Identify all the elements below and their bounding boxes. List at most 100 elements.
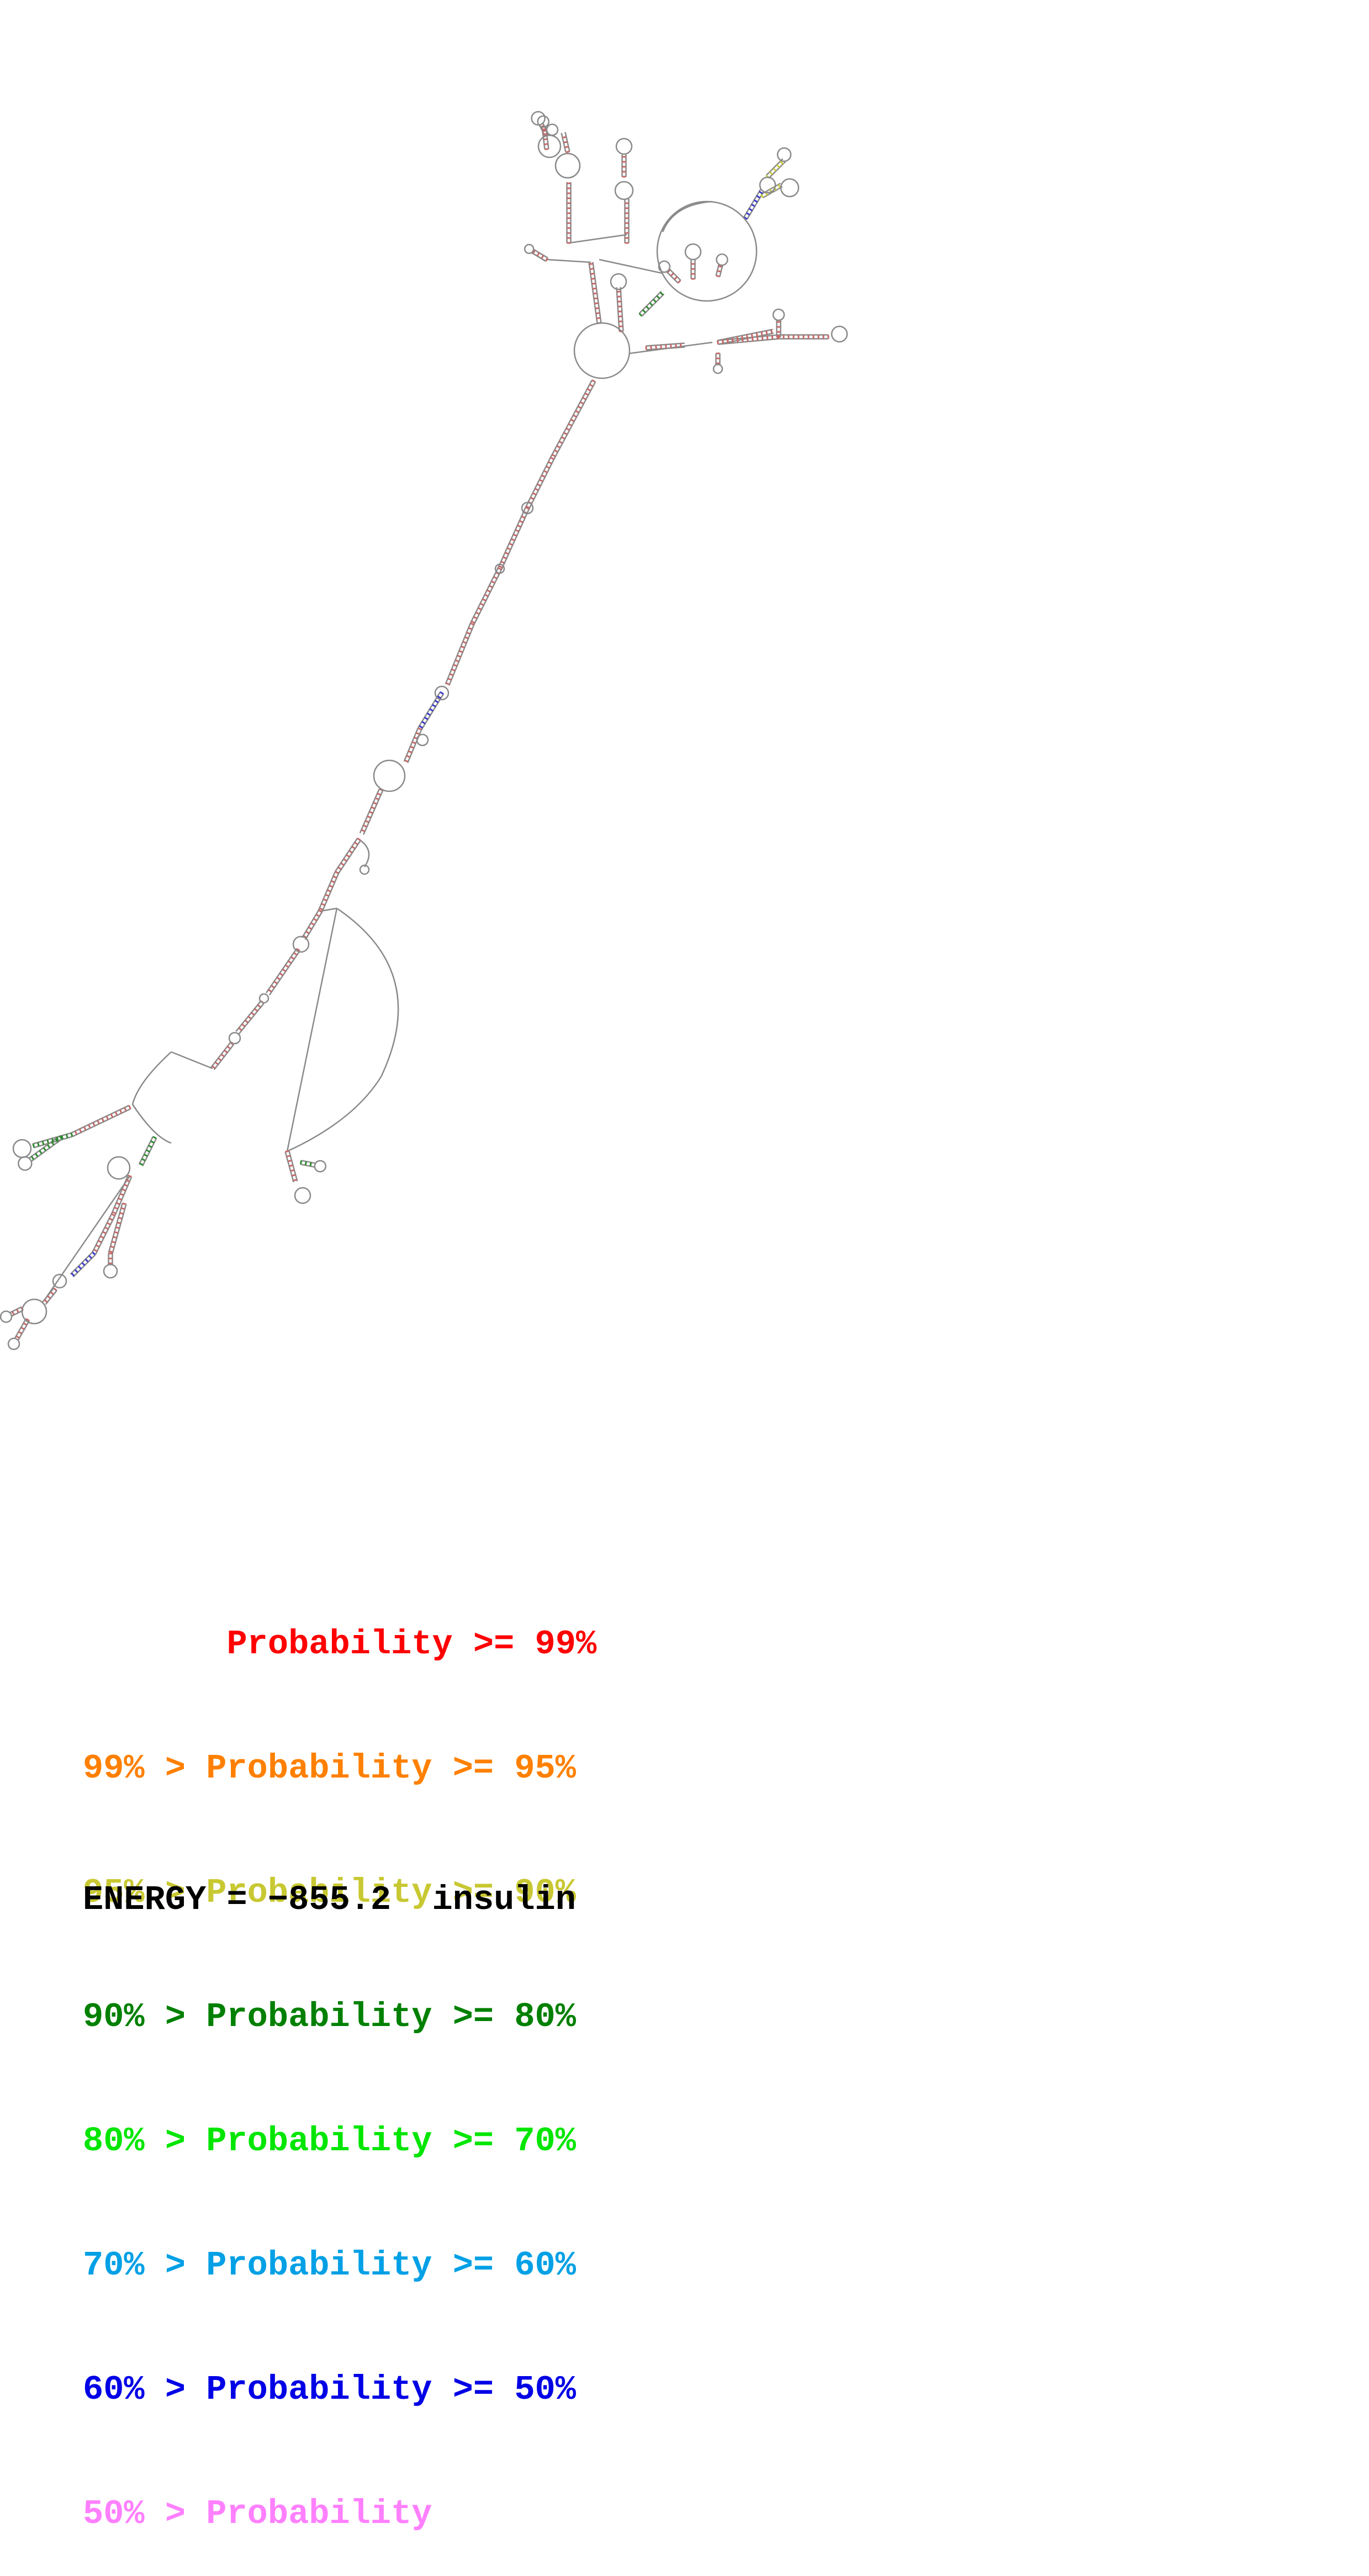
internal-loop (107, 1156, 131, 1180)
internal-loop (52, 1273, 67, 1289)
base-pair-rungs (299, 1160, 312, 1167)
base-pair-rungs (238, 1000, 265, 1032)
helix-strand (210, 1042, 231, 1068)
hairpin-loop (314, 1160, 327, 1173)
hairpin-loop (615, 137, 633, 155)
base-pair-rungs (743, 191, 763, 220)
multi-loop (537, 134, 562, 158)
legend-text: Probability (206, 2494, 432, 2533)
rna-structure-diagram (0, 111, 848, 1350)
base-pair-rungs (30, 1135, 63, 1160)
energy-label: ENERGY = (83, 1880, 268, 1919)
helix-strand (717, 329, 773, 341)
base-pair-rungs (15, 1318, 30, 1339)
helix-strand (33, 1136, 73, 1149)
hairpin-loop (658, 260, 671, 273)
backbone-segment (320, 907, 337, 912)
backbone-arc (287, 907, 399, 1152)
backbone-segment (546, 258, 591, 263)
helix-strand (32, 1132, 72, 1145)
helix-strand (403, 728, 419, 762)
legend-text: Probability >= 50% (206, 2370, 576, 2409)
internal-loop (546, 123, 559, 136)
base-pair-rungs (212, 1041, 234, 1069)
backbone-arc (358, 838, 370, 868)
multi-loop (656, 200, 758, 302)
legend-prefix: 60% > (83, 2370, 207, 2409)
helix-strand (114, 1176, 133, 1216)
base-pair-rungs (525, 457, 554, 509)
helix-strand (235, 1000, 262, 1032)
helix-strand (448, 624, 475, 686)
base-pair-rungs (285, 1150, 297, 1182)
multi-loop (21, 1298, 47, 1325)
helix-strand (266, 948, 298, 993)
hairpin-loop (359, 864, 370, 875)
helix-strand (238, 1003, 265, 1035)
hairpin-loop (294, 1187, 311, 1204)
base-pair-rungs (716, 352, 720, 364)
legend-row-99: Probability >= 99% (83, 1623, 596, 1665)
hairpin-loop (712, 363, 723, 374)
multi-loop (573, 322, 631, 379)
base-pair-rungs (74, 1105, 131, 1135)
base-pair-rungs (471, 567, 502, 624)
hairpin-loops (0, 111, 848, 1350)
helix-strand (592, 262, 602, 323)
hairpin-loop (776, 147, 792, 162)
base-pair-rungs (691, 263, 695, 280)
helix-strand (17, 1320, 30, 1341)
base-pair-rungs (776, 321, 781, 338)
helix-strand (301, 1160, 315, 1164)
helix-strand (497, 507, 526, 569)
base-pair-rungs (109, 1202, 126, 1253)
helix-strand (620, 287, 624, 331)
hairpin-loop (831, 325, 848, 343)
helix-strand (528, 459, 555, 510)
backbone-segment (599, 258, 663, 274)
legend-prefix: 95% > (83, 1873, 207, 1912)
backbone-segment (568, 234, 627, 244)
legend-row-80: 90% > Probability >= 80% (83, 1996, 596, 2038)
helix-strand (549, 379, 593, 458)
helix-strand (473, 569, 503, 626)
base-pair-rungs (667, 269, 681, 284)
helix-strand (588, 262, 598, 324)
internal-loop (759, 176, 776, 194)
hairpin-loop (780, 178, 800, 198)
base-pair-rungs (268, 948, 300, 993)
legend-prefix: 90% > (83, 1997, 207, 2037)
base-pair-rungs (551, 379, 596, 457)
helix-strand (501, 508, 530, 570)
legend-text: Probability >= 95% (206, 1749, 576, 1788)
helix-strand (268, 950, 300, 996)
hairpin-loop (772, 308, 785, 321)
helix-strand (95, 1215, 116, 1255)
base-pair-rungs (361, 788, 383, 832)
hairpin-loop (524, 244, 535, 255)
helix-strand (138, 1136, 154, 1165)
base-pair-rungs (139, 1136, 157, 1166)
legend-text: Probability >= 70% (206, 2122, 576, 2161)
helix-strand (666, 271, 679, 284)
helix-strand (91, 1213, 112, 1253)
base-pair-rungs (638, 292, 664, 317)
base-pair-rungs (625, 202, 629, 244)
internal-loop (292, 935, 310, 953)
base-pair-rungs (567, 182, 571, 244)
legend-text: Probability >= 80% (206, 1997, 576, 2037)
legend-row-70: 80% > Probability >= 70% (83, 2120, 596, 2162)
helix-strand (14, 1318, 27, 1339)
helix-strand (29, 1135, 60, 1159)
helix-strand (72, 1108, 131, 1138)
helix-strand (108, 1203, 123, 1253)
helix-strand (112, 1204, 127, 1255)
helix-strand (142, 1138, 157, 1167)
base-pair-rungs (445, 622, 474, 685)
multi-loop (373, 759, 406, 792)
hairpin-loop (103, 1263, 118, 1279)
backbone-segment (43, 1176, 131, 1301)
helix-strand (318, 871, 336, 911)
helix-strand (669, 268, 681, 281)
base-pair-rungs (765, 161, 784, 179)
